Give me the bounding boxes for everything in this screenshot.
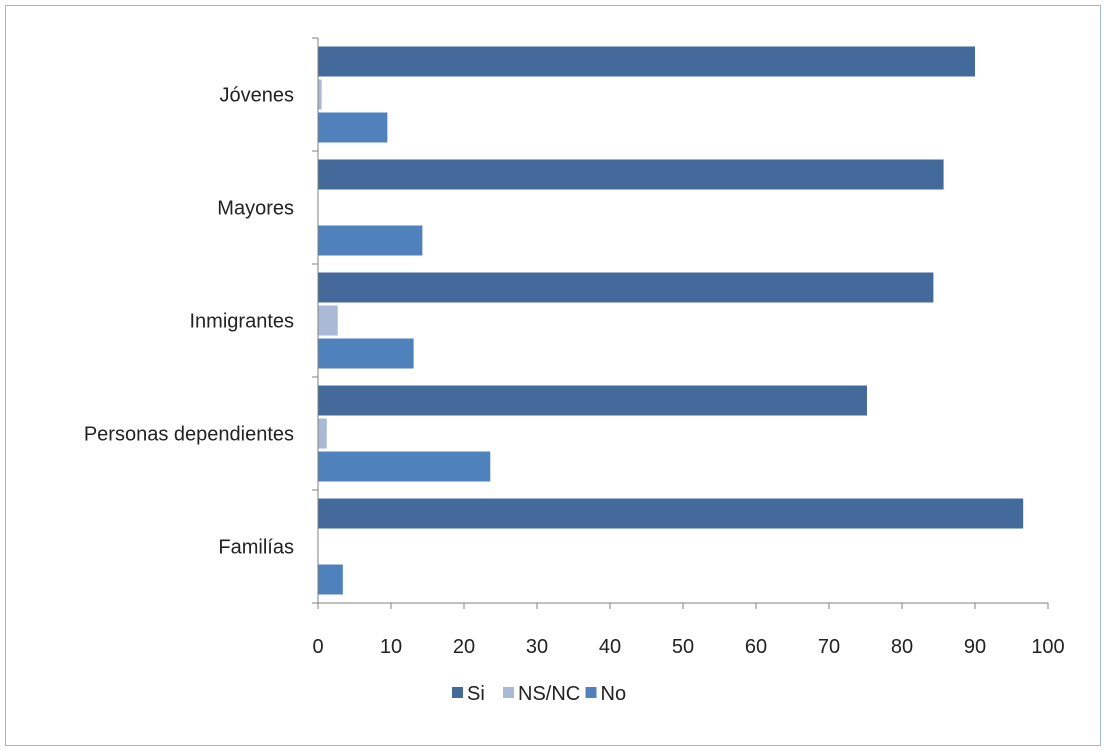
category-ticks	[312, 37, 318, 604]
bar-si	[318, 498, 1024, 529]
bar-ns-nc	[318, 305, 338, 336]
bar-ns-nc	[318, 418, 327, 449]
bar-si	[318, 159, 944, 190]
x-tick-label: 90	[964, 636, 986, 658]
legend: Si NS/NC No	[452, 683, 626, 705]
bar-no	[318, 451, 491, 482]
x-tick-label: 60	[745, 636, 767, 658]
legend-swatch	[452, 687, 463, 698]
bar-si	[318, 46, 975, 77]
x-tick-label: 10	[380, 636, 402, 658]
bar-si	[318, 385, 867, 416]
bar-si	[318, 272, 934, 303]
bar-ns-nc	[318, 79, 322, 110]
bar-no	[318, 338, 414, 369]
legend-swatch	[503, 687, 514, 698]
bar-no	[318, 112, 388, 143]
x-tick-label: 100	[1031, 636, 1064, 658]
category-label: Jóvenes	[220, 85, 295, 107]
category-label: Inmigrantes	[190, 311, 295, 333]
legend-item: NS/NC	[503, 683, 580, 705]
legend-label: No	[601, 683, 627, 705]
bars-layer	[318, 46, 1024, 595]
x-tick-label: 0	[312, 636, 323, 658]
legend-label: Si	[467, 683, 485, 705]
legend-swatch	[585, 687, 597, 698]
category-label: Mayores	[217, 198, 294, 220]
legend-item: No	[585, 683, 627, 705]
x-tick-label: 70	[818, 636, 840, 658]
category-label: Personas dependientes	[84, 424, 294, 446]
x-tick-labels: 0 10 20 30 40 50 60 70 80 90 100	[312, 603, 1065, 658]
x-tick-label: 80	[891, 636, 913, 658]
x-tick-label: 30	[526, 636, 548, 658]
category-labels: Jóvenes Mayores Inmigrantes Personas depend…	[84, 85, 294, 559]
x-tick-label: 40	[599, 636, 621, 658]
legend-item: Si	[452, 683, 485, 705]
bar-no	[318, 564, 343, 595]
x-tick-label: 20	[453, 636, 475, 658]
legend-label: NS/NC	[518, 683, 580, 705]
category-label: Familías	[218, 537, 294, 559]
x-tick-label: 50	[672, 636, 694, 658]
chart-frame	[5, 5, 1101, 746]
bar-no	[318, 225, 423, 256]
